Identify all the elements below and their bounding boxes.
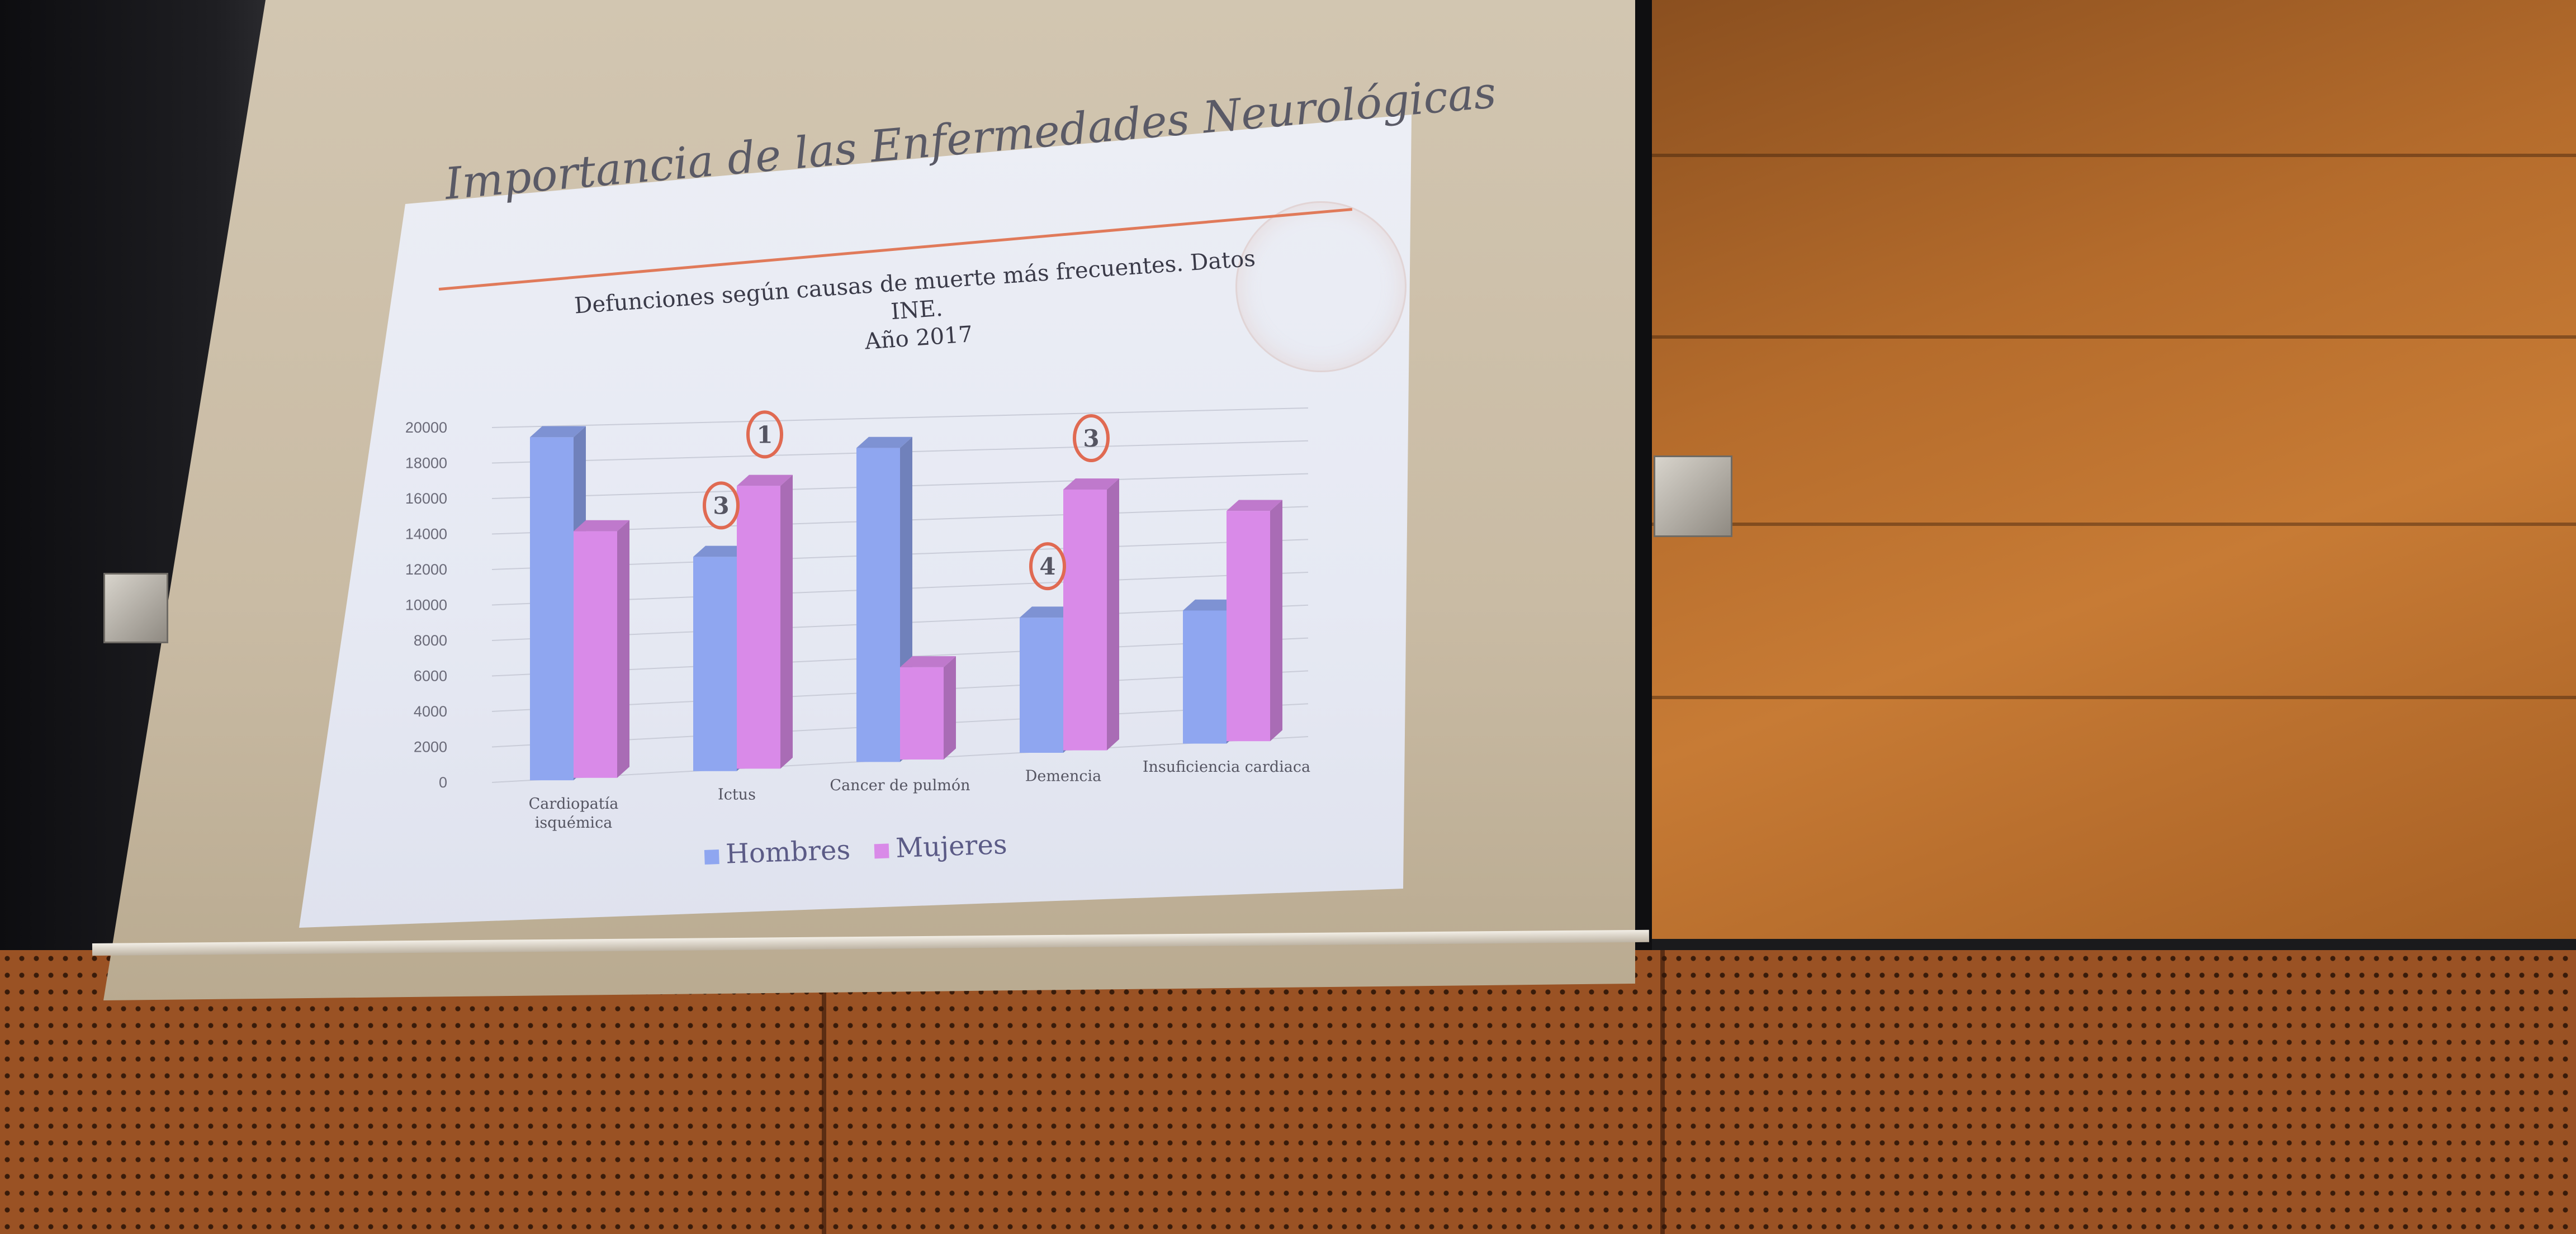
bar-top — [1063, 478, 1119, 490]
panel-seam — [1660, 950, 1665, 1234]
y-tick-label: 4000 — [414, 703, 447, 720]
bar-top — [1227, 500, 1282, 511]
panel-seam — [822, 950, 826, 1234]
x-tick-label: isquémica — [535, 814, 613, 832]
bar-top — [737, 474, 793, 486]
bar-front — [574, 531, 617, 778]
projected-slide — [299, 115, 1412, 928]
legend-swatch-mujeres — [874, 843, 889, 858]
y-axis-ticks: 2000018000160001400012000100008000600040… — [405, 419, 447, 791]
brain-watermark — [1235, 201, 1407, 372]
y-tick-label: 14000 — [405, 526, 447, 543]
bar-top — [900, 656, 956, 667]
x-tick-label: Cancer de pulmón — [830, 777, 970, 794]
bar-mujeres-4 — [1227, 500, 1282, 742]
ranking-annotation: 3 — [703, 481, 740, 530]
legend-item-hombres: Hombres — [704, 834, 859, 871]
x-tick-label: Insuficiencia cardiaca — [1143, 758, 1310, 776]
bar-top — [856, 436, 912, 448]
y-tick-label: 12000 — [405, 561, 447, 578]
bar-front — [1020, 618, 1063, 753]
annotation-label: 1 — [756, 421, 773, 448]
bar-top — [530, 426, 586, 438]
y-tick-label: 18000 — [405, 455, 447, 472]
bar-top — [1020, 606, 1076, 618]
bar-front — [900, 667, 944, 760]
wood-wall — [1638, 0, 2576, 939]
bar-side — [1270, 500, 1282, 742]
bar-side — [1107, 478, 1119, 751]
screen-bracket — [103, 573, 168, 643]
y-tick-label: 6000 — [414, 668, 447, 685]
y-tick-label: 20000 — [405, 419, 447, 436]
bars — [530, 426, 1282, 781]
bar-mujeres-1 — [737, 474, 793, 769]
bar-front — [1183, 610, 1227, 744]
bar-top — [693, 545, 749, 557]
annotation-label: 4 — [1039, 553, 1055, 580]
annotation-circle — [1029, 542, 1066, 591]
x-tick-label: Cardiopatía — [529, 795, 619, 813]
annotations: 3 1 4 3 — [703, 410, 1110, 591]
x-tick-label: Demencia — [1025, 768, 1101, 785]
y-tick-label: 16000 — [405, 490, 447, 507]
wood-seam — [1638, 696, 2576, 699]
perforated-panel — [0, 950, 2576, 1234]
annotation-circle — [746, 410, 783, 459]
legend-label-mujeres: Mujeres — [895, 829, 1008, 864]
ranking-annotation: 3 — [1073, 414, 1110, 462]
ranking-annotation: 1 — [746, 410, 783, 459]
bar-mujeres-2 — [900, 656, 956, 760]
annotation-circle — [703, 481, 740, 530]
bar-front — [1227, 511, 1270, 742]
wood-seam — [1638, 523, 2576, 526]
bar-side — [780, 474, 793, 769]
x-tick-label: Ictus — [718, 786, 756, 803]
legend-swatch-hombres — [704, 849, 719, 865]
bar-mujeres-3 — [1063, 478, 1119, 751]
annotation-label: 3 — [713, 492, 729, 519]
bar-front — [693, 557, 737, 771]
ranking-annotation: 4 — [1029, 542, 1066, 591]
legend-item-mujeres: Mujeres — [874, 829, 1007, 865]
wall-bracket — [1654, 455, 1732, 537]
wood-seam — [1638, 335, 2576, 339]
annotation-circle — [1073, 414, 1110, 462]
y-tick-label: 0 — [439, 774, 447, 791]
bar-front — [737, 486, 780, 769]
bar-front — [856, 448, 900, 762]
bar-mujeres-0 — [574, 520, 629, 778]
legend-label-hombres: Hombres — [725, 834, 851, 870]
bar-top — [1183, 599, 1239, 611]
bar-front — [1063, 489, 1107, 751]
wood-seam — [1638, 154, 2576, 157]
bar-top — [574, 520, 629, 531]
annotation-label: 3 — [1083, 425, 1099, 452]
gridline — [491, 407, 1309, 428]
y-tick-label: 2000 — [414, 739, 447, 756]
bar-front — [530, 437, 574, 781]
y-tick-label: 10000 — [405, 597, 447, 614]
bar-side — [944, 656, 956, 760]
y-tick-label: 8000 — [414, 632, 447, 649]
bar-side — [617, 520, 629, 778]
